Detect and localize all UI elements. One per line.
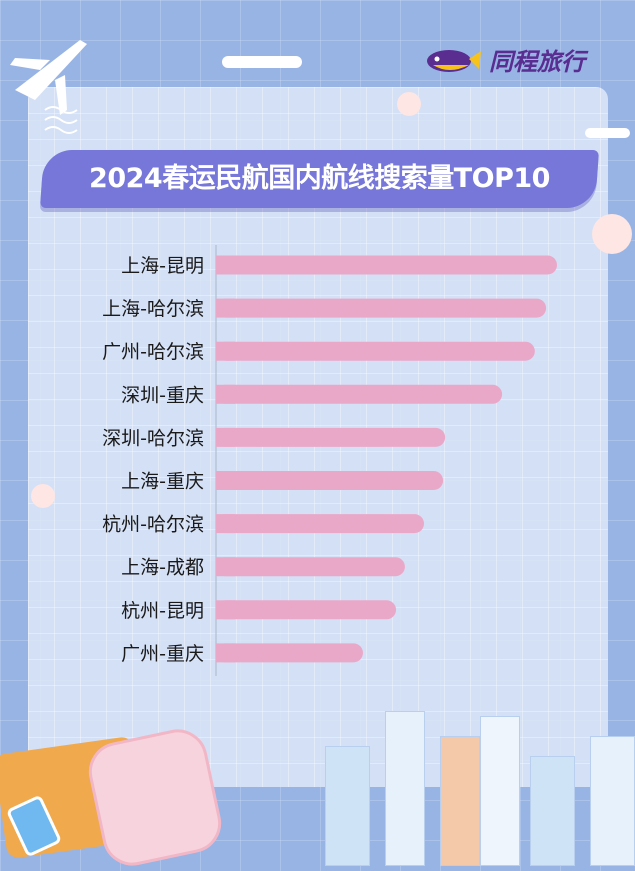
- bar-left-edge: [216, 514, 235, 534]
- bar-left-edge: [216, 298, 235, 318]
- bar-left-edge: [216, 384, 235, 404]
- category-label: 上海-重庆: [121, 471, 204, 493]
- brand-name: 同程旅行: [489, 48, 585, 76]
- category-label: 上海-昆明: [121, 255, 204, 277]
- bar: [216, 384, 503, 404]
- circle-decoration: [31, 484, 55, 508]
- bar-left-edge: [216, 600, 235, 620]
- category-label: 深圳-重庆: [121, 384, 204, 406]
- bar: [216, 255, 557, 275]
- category-label: 上海-成都: [121, 557, 204, 579]
- cloud-decoration: [585, 128, 630, 138]
- category-label: 杭州-昆明: [121, 600, 204, 622]
- bar-left-edge: [216, 471, 235, 490]
- bar-left-edge: [216, 255, 235, 275]
- whale-logo-icon: [427, 49, 481, 72]
- chart-title: 2024春运民航国内航线搜索量TOP10: [89, 163, 550, 194]
- circle-decoration: [592, 214, 632, 254]
- circle-decoration: [397, 92, 421, 116]
- bar: [216, 427, 446, 447]
- bar: [216, 471, 444, 490]
- bar: [216, 298, 547, 318]
- bar-left-edge: [216, 643, 235, 663]
- bar-left-edge: [216, 341, 235, 361]
- bar: [216, 557, 405, 577]
- bar-left-edge: [216, 427, 235, 447]
- bar: [216, 600, 397, 620]
- bar: [216, 514, 425, 534]
- cloud-decoration: [222, 56, 302, 68]
- category-label: 杭州-哈尔滨: [102, 514, 204, 536]
- category-label: 广州-重庆: [121, 643, 204, 665]
- brand-logo: 同程旅行: [425, 42, 585, 77]
- category-label: 上海-哈尔滨: [102, 298, 204, 320]
- category-label: 深圳-哈尔滨: [102, 427, 204, 449]
- bar: [216, 643, 363, 663]
- bar-left-edge: [216, 557, 235, 577]
- airplane-icon: [10, 40, 87, 134]
- category-label: 广州-哈尔滨: [102, 341, 204, 363]
- bar: [216, 341, 535, 361]
